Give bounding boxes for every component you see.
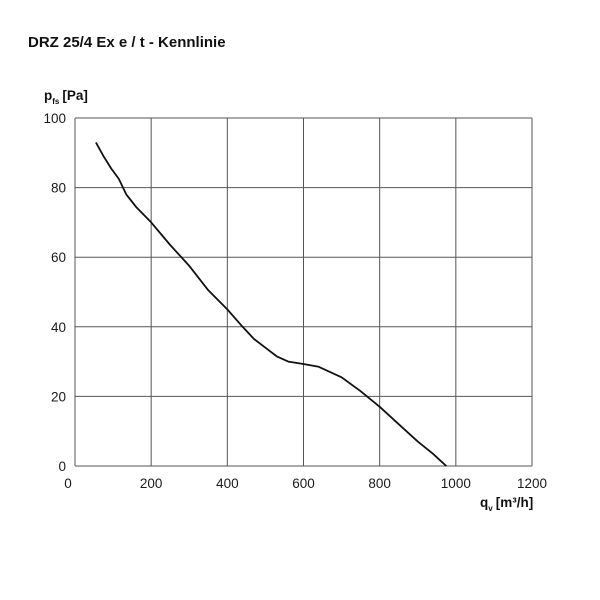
y-axis-ticks: 0 20 40 60 80 100 (43, 111, 66, 474)
y-tick-label: 20 (51, 389, 66, 404)
x-tick-label: 600 (292, 476, 315, 491)
y-axis-label-unit: [Pa] (62, 88, 88, 103)
y-tick-label: 0 (58, 459, 66, 474)
y-axis-label-main: p (44, 88, 52, 103)
y-axis-label: pfs [Pa] (44, 88, 88, 106)
x-tick-label: 0 (64, 476, 72, 491)
x-tick-label: 1000 (441, 476, 471, 491)
y-tick-label: 100 (43, 111, 66, 126)
series-line (95, 141, 447, 467)
x-axis-ticks: 0 200 400 600 800 1000 1200 (64, 476, 547, 491)
y-axis-label-sub: fs (52, 97, 60, 106)
x-axis-label-sub: v (488, 504, 493, 513)
x-tick-label: 400 (216, 476, 239, 491)
x-tick-label: 800 (368, 476, 391, 491)
y-tick-label: 40 (51, 320, 66, 335)
x-axis-label-unit: [m³/h] (496, 495, 534, 510)
y-tick-label: 60 (51, 250, 66, 265)
chart-title: DRZ 25/4 Ex e / t - Kennlinie (28, 34, 226, 51)
x-tick-label: 1200 (517, 476, 547, 491)
x-tick-label: 200 (140, 476, 163, 491)
grid (74, 117, 533, 467)
x-axis-label-main: q (480, 495, 488, 510)
y-tick-label: 80 (51, 181, 66, 196)
x-axis-label: qv [m³/h] (480, 495, 533, 513)
